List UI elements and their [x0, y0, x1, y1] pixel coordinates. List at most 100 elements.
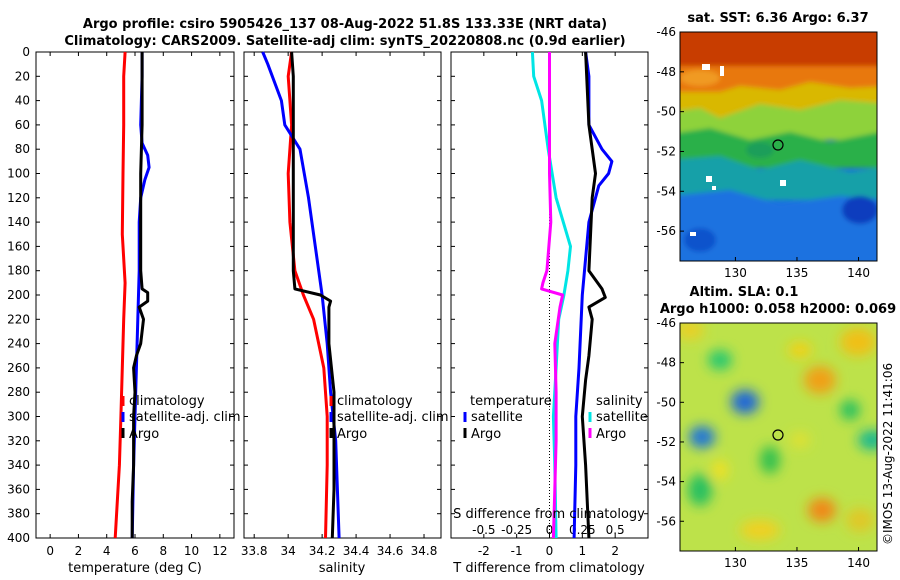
x-tick-label: 33.8	[241, 544, 268, 558]
series-line-satellite-adj-clim	[261, 51, 341, 539]
series-line-argo	[130, 52, 150, 538]
sla-map-ticks: 130 135 140 -46 -48 -50 -52 -54 -56	[656, 316, 870, 570]
sst-map-ticks: 130 135 140 -46 -48 -50 -52 -54 -56	[656, 25, 870, 280]
sla-map-title-1: Altim. SLA: 0.1	[690, 285, 799, 300]
series-line-climatology	[113, 51, 127, 539]
x-tick-label: 1	[579, 544, 587, 558]
depth-tick-label: 260	[7, 361, 30, 375]
map-y-tick-label: -48	[656, 65, 676, 79]
sla-map-frame	[679, 322, 878, 552]
sla-map-image	[680, 323, 877, 551]
depth-tick-label: 120	[7, 191, 30, 205]
map-y-tick-label: -46	[656, 25, 676, 39]
series-line-t-satellite	[572, 51, 614, 539]
depth-tick-label: 220	[7, 312, 30, 326]
series-line-t-argo	[580, 51, 607, 539]
x2-tick-label: 0.5	[606, 523, 625, 537]
series-line-climatology	[286, 51, 329, 539]
x-tick-label: 10	[184, 544, 199, 558]
depth-tick-label: 80	[15, 142, 30, 156]
x-tick-label: 8	[159, 544, 167, 558]
depth-tick-label: 0	[22, 45, 30, 59]
salinity-axes	[243, 51, 442, 539]
map-x-tick-label: 130	[724, 556, 747, 570]
map-y-tick-label: -52	[656, 144, 676, 158]
x-tick-label: 34.8	[411, 544, 438, 558]
credit-text: ©IMOS 13-Aug-2022 11:41:06	[881, 363, 895, 545]
legend-label-climatology: climatology	[129, 394, 205, 409]
x-axis-ticks: 0 2 4 6 8 10 12 33.8 34 34.2 34.4 34.6 34.8 -2 -1 0 1 2-0…	[46, 52, 625, 558]
title-line-2: Climatology: CARS2009. Satellite-adj cli…	[64, 34, 625, 49]
x-tick-label: 34	[281, 544, 296, 558]
map-x-tick-label: 140	[847, 266, 870, 280]
sst-map-title: sat. SST: 6.36 Argo: 6.37	[687, 11, 868, 26]
map-y-tick-label: -52	[656, 435, 676, 449]
x-tick-label: 6	[131, 544, 139, 558]
depth-tick-label: 100	[7, 167, 30, 181]
sst-map-frame	[679, 31, 878, 262]
x-tick-label: 2	[75, 544, 83, 558]
depth-tick-label: 380	[7, 507, 30, 521]
legend-label-climatology: climatology	[337, 394, 413, 409]
x-tick-label: -2	[478, 544, 490, 558]
depth-tick-label: 20	[15, 69, 30, 83]
depth-tick-label: 320	[7, 434, 30, 448]
map-y-tick-label: -46	[656, 316, 676, 330]
sst-map-image	[680, 32, 877, 261]
legend-label-s-argo: Argo	[596, 427, 626, 442]
series-line-s-satellite	[530, 51, 572, 539]
legend-head-salinity: salinity	[596, 394, 643, 409]
depth-tick-label: 340	[7, 458, 30, 472]
difference-xlabel: T difference from climatology	[452, 561, 645, 576]
x-tick-label: 4	[103, 544, 111, 558]
x2-tick-label: -0.25	[501, 523, 532, 537]
series-line-s-argo	[540, 52, 565, 539]
depth-tick-label: 400	[7, 531, 30, 545]
legend-label-satellite: satellite-adj. clim	[129, 410, 241, 425]
difference-xlabel-salinity: S difference from climatology	[453, 507, 645, 522]
map-y-tick-label: -50	[656, 105, 676, 119]
legend-label-satellite: satellite-adj. clim	[337, 410, 449, 425]
temperature-legend: climatology satellite-adj. clim Argo	[121, 394, 241, 442]
legend-label-t-satellite: satellite	[471, 410, 523, 425]
map-y-tick-label: -50	[656, 395, 676, 409]
x-tick-label: 34.4	[343, 544, 370, 558]
depth-tick-label: 360	[7, 482, 30, 496]
profile-lines	[113, 51, 614, 539]
argo-position-marker	[772, 139, 784, 151]
x-tick-label: 0	[46, 544, 54, 558]
x-tick-label: 12	[212, 544, 227, 558]
salinity-legend: climatology satellite-adj. clim Argo	[329, 394, 449, 442]
legend-label-s-satellite: satellite	[596, 410, 648, 425]
depth-tick-label: 240	[7, 337, 30, 351]
map-y-tick-label: -56	[656, 224, 676, 238]
map-x-tick-label: 140	[847, 556, 870, 570]
salinity-xlabel: salinity	[319, 561, 366, 576]
depth-axis-ticks: 0 20 40 60 80 100 120 140 160 180 200 220 240 260 280 3…	[7, 45, 648, 545]
temperature-xlabel: temperature (deg C)	[68, 561, 202, 576]
sla-map-title-2: Argo h1000: 0.058 h2000: 0.069	[660, 302, 896, 317]
legend-label-argo: Argo	[337, 427, 367, 442]
depth-tick-label: 180	[7, 264, 30, 278]
x-tick-label: 34.6	[377, 544, 404, 558]
map-x-tick-label: 130	[724, 266, 747, 280]
map-y-tick-label: -54	[656, 475, 676, 489]
x-tick-label: 34.2	[309, 544, 336, 558]
difference-legend: temperature satellite Argo salinity sate…	[463, 394, 648, 442]
map-x-tick-label: 135	[786, 556, 809, 570]
argo-position-marker	[772, 429, 784, 441]
x-tick-label: -1	[511, 544, 523, 558]
x-tick-label: 0	[546, 544, 554, 558]
legend-label-t-argo: Argo	[471, 427, 501, 442]
map-y-tick-label: -56	[656, 514, 676, 528]
depth-tick-label: 280	[7, 385, 30, 399]
map-x-tick-label: 135	[786, 266, 809, 280]
depth-tick-label: 200	[7, 288, 30, 302]
map-y-tick-label: -54	[656, 184, 676, 198]
x2-tick-label: -0.5	[472, 523, 495, 537]
depth-tick-label: 60	[15, 118, 30, 132]
series-line-argo	[290, 51, 336, 539]
depth-tick-label: 140	[7, 215, 30, 229]
map-y-tick-label: -48	[656, 356, 676, 370]
